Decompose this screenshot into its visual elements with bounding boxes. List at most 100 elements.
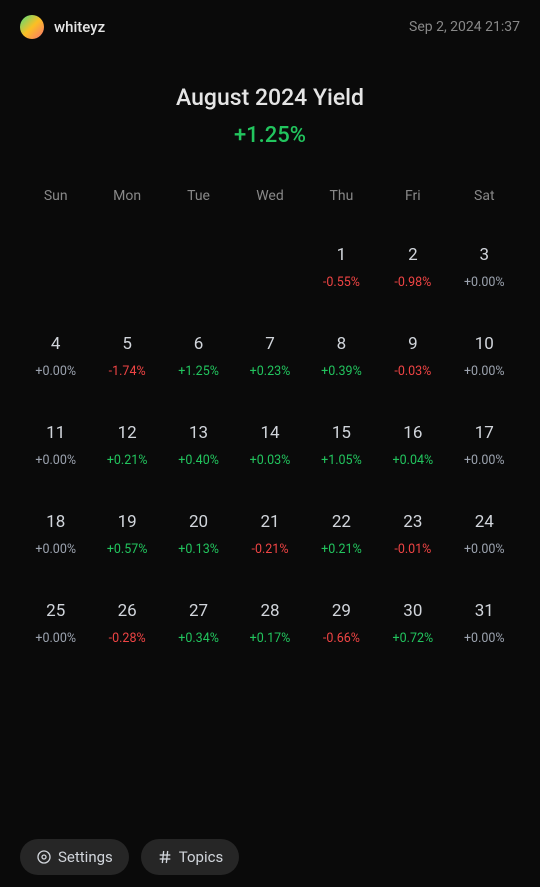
timestamp: Sep 2, 2024 21:37 [409,19,520,35]
day-number: 29 [306,601,377,621]
day-cell[interactable]: 26 -0.28% [91,585,162,674]
page-title: August 2024 Yield [20,84,520,111]
day-number: 20 [163,512,234,532]
weekday-label: Fri [377,178,448,214]
day-yield: -0.01% [377,542,448,557]
day-number: 1 [306,245,377,265]
day-yield: +0.17% [234,631,305,646]
day-number: 13 [163,423,234,443]
day-yield: +0.13% [163,542,234,557]
weekday-label: Tue [163,178,234,214]
day-cell[interactable]: 9-0.03% [377,318,448,407]
day-cell[interactable]: 25+0.00% [20,585,91,674]
total-yield-value: +1.25% [234,123,306,148]
day-cell[interactable]: 13 +0.40% [163,407,234,496]
day-yield: +0.39% [306,364,377,379]
day-cell[interactable]: 22+0.21% [306,496,377,585]
day-cell[interactable]: 18 +0.00% [20,496,91,585]
day-number: 9 [377,334,448,354]
day-yield: -0.28% [91,631,162,646]
day-yield: -0.98% [377,275,448,290]
day-number: 15 [306,423,377,443]
day-number: 22 [306,512,377,532]
weekday-label: Wed [234,178,305,214]
weekday-label: Sat [449,178,520,214]
day-yield: -0.55% [306,275,377,290]
day-cell[interactable]: 30+0.72% [377,585,448,674]
day-cell[interactable]: 6 +1.25% [163,318,234,407]
day-number: 16 [377,423,448,443]
day-yield: +0.34% [163,631,234,646]
day-yield: +0.04% [377,453,448,468]
day-cell[interactable]: 23 -0.01% [377,496,448,585]
settings-icon [36,849,52,865]
title-section: August 2024 Yield +1.25% [0,54,540,168]
day-cell[interactable]: 7+0.23% [234,318,305,407]
day-cell[interactable]: 17 +0.00% [449,407,520,496]
day-cell[interactable]: 1 -0.55% [306,229,377,318]
day-cell[interactable]: 19+0.57% [91,496,162,585]
user-info[interactable]: whiteyz [20,15,105,39]
weekday-label: Sun [20,178,91,214]
day-yield: +0.72% [377,631,448,646]
day-yield: +0.00% [20,542,91,557]
weekday-row: SunMonTueWedThuFriSat [20,178,520,214]
day-yield: +1.05% [306,453,377,468]
day-cell[interactable]: 4 +0.00% [20,318,91,407]
day-cell[interactable]: 31 +0.00% [449,585,520,674]
calendar: SunMonTueWedThuFriSat 1 -0.55%2 -0.98%3 +0.… [0,168,540,684]
day-yield: +0.00% [449,542,520,557]
day-cell[interactable]: 5 -1.74% [91,318,162,407]
day-yield: +0.00% [449,275,520,290]
topics-label: Topics [179,848,223,866]
day-cell[interactable]: 20 +0.13% [163,496,234,585]
day-cell[interactable]: 8 +0.39% [306,318,377,407]
header: whiteyz Sep 2, 2024 21:37 [0,0,540,54]
day-number: 7 [234,334,305,354]
day-cell[interactable]: 24 +0.00% [449,496,520,585]
day-cell[interactable]: 14 +0.03% [234,407,305,496]
day-cell[interactable]: 21-0.21% [234,496,305,585]
settings-button[interactable]: Settings [20,839,129,875]
day-cell[interactable]: 27+0.34% [163,585,234,674]
day-yield: +0.00% [20,453,91,468]
day-yield: -1.74% [91,364,162,379]
day-number: 14 [234,423,305,443]
total-yield: +1.25% [20,123,520,148]
day-yield: -0.21% [234,542,305,557]
day-cell[interactable]: 28 +0.17% [234,585,305,674]
day-cell[interactable]: 2 -0.98% [377,229,448,318]
day-number: 2 [377,245,448,265]
day-cell[interactable]: 3 +0.00% [449,229,520,318]
day-yield: +0.00% [449,453,520,468]
day-cell[interactable]: 15 +1.05% [306,407,377,496]
day-number: 31 [449,601,520,621]
day-yield: +0.00% [449,631,520,646]
day-number: 10 [449,334,520,354]
day-yield: +0.00% [20,364,91,379]
day-number: 6 [163,334,234,354]
day-number: 28 [234,601,305,621]
day-cell[interactable]: 12+0.21% [91,407,162,496]
day-yield: +0.40% [163,453,234,468]
topics-button[interactable]: Topics [141,839,239,875]
day-number: 8 [306,334,377,354]
day-number: 17 [449,423,520,443]
day-number: 4 [20,334,91,354]
day-number: 19 [91,512,162,532]
day-number: 23 [377,512,448,532]
day-number: 18 [20,512,91,532]
day-cell[interactable]: 16 +0.04% [377,407,448,496]
day-cell[interactable]: 10+0.00% [449,318,520,407]
day-yield: +1.25% [163,364,234,379]
day-number: 3 [449,245,520,265]
day-cell[interactable]: 29 -0.66% [306,585,377,674]
day-yield: +0.03% [234,453,305,468]
settings-label: Settings [58,848,113,866]
day-number: 24 [449,512,520,532]
day-cell[interactable]: 11+0.00% [20,407,91,496]
day-number: 5 [91,334,162,354]
day-yield: -0.66% [306,631,377,646]
day-number: 26 [91,601,162,621]
weekday-label: Mon [91,178,162,214]
